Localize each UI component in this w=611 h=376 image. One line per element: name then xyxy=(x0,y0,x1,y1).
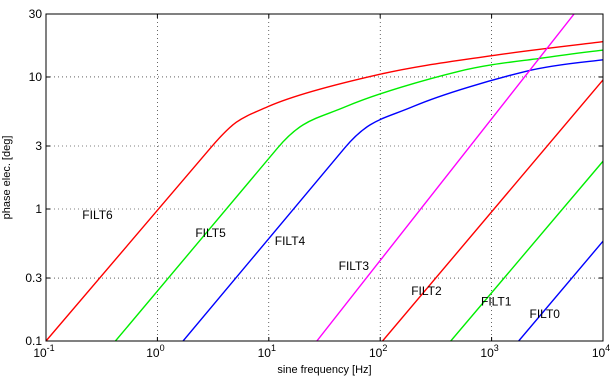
series-line-filt3 xyxy=(316,14,575,341)
series-line-filt0 xyxy=(518,240,603,341)
x-tick-label: 104 xyxy=(592,343,610,360)
x-axis-label: sine frequency [Hz] xyxy=(277,364,371,376)
y-tick-label: 30 xyxy=(29,7,43,21)
series-line-filt2 xyxy=(382,79,603,341)
x-tick-label: 103 xyxy=(480,343,498,360)
series-label-filt1: FILT1 xyxy=(481,294,512,308)
y-tick-label: 0.3 xyxy=(25,271,42,285)
series-line-filt1 xyxy=(450,160,603,341)
series-group xyxy=(46,14,603,341)
series-label-filt5: FILT5 xyxy=(195,226,226,240)
y-tick-label: 1 xyxy=(35,202,42,216)
x-tick-label: 100 xyxy=(146,343,164,360)
series-line-filt6 xyxy=(46,41,603,341)
y-tick-label: 3 xyxy=(35,139,42,153)
series-label-filt0: FILT0 xyxy=(530,307,561,321)
series-labels: FILT6 FILT5 FILT4 FILT3 FILT2 FILT1 FILT0 xyxy=(82,208,560,321)
tick-marks xyxy=(45,13,604,342)
x-tick-label: 101 xyxy=(258,343,276,360)
series-line-filt4 xyxy=(182,59,603,341)
y-tick-label: 0.1 xyxy=(25,334,42,348)
y-tick-labels: 0.1 0.3 1 3 10 30 xyxy=(25,7,42,348)
x-tick-labels: 10-1 100 101 102 103 104 xyxy=(33,343,610,360)
series-label-filt6: FILT6 xyxy=(82,208,113,222)
x-tick-label: 102 xyxy=(369,343,387,360)
y-axis-label: phase elec. [deg] xyxy=(1,136,13,220)
grid-lines xyxy=(46,14,603,341)
series-label-filt4: FILT4 xyxy=(275,234,306,248)
y-tick-label: 10 xyxy=(29,70,43,84)
series-line-filt5 xyxy=(114,49,603,341)
series-label-filt3: FILT3 xyxy=(339,259,370,273)
x-tick-label: 10-1 xyxy=(33,343,54,360)
series-label-filt2: FILT2 xyxy=(411,284,442,298)
plot-frame xyxy=(45,13,604,342)
